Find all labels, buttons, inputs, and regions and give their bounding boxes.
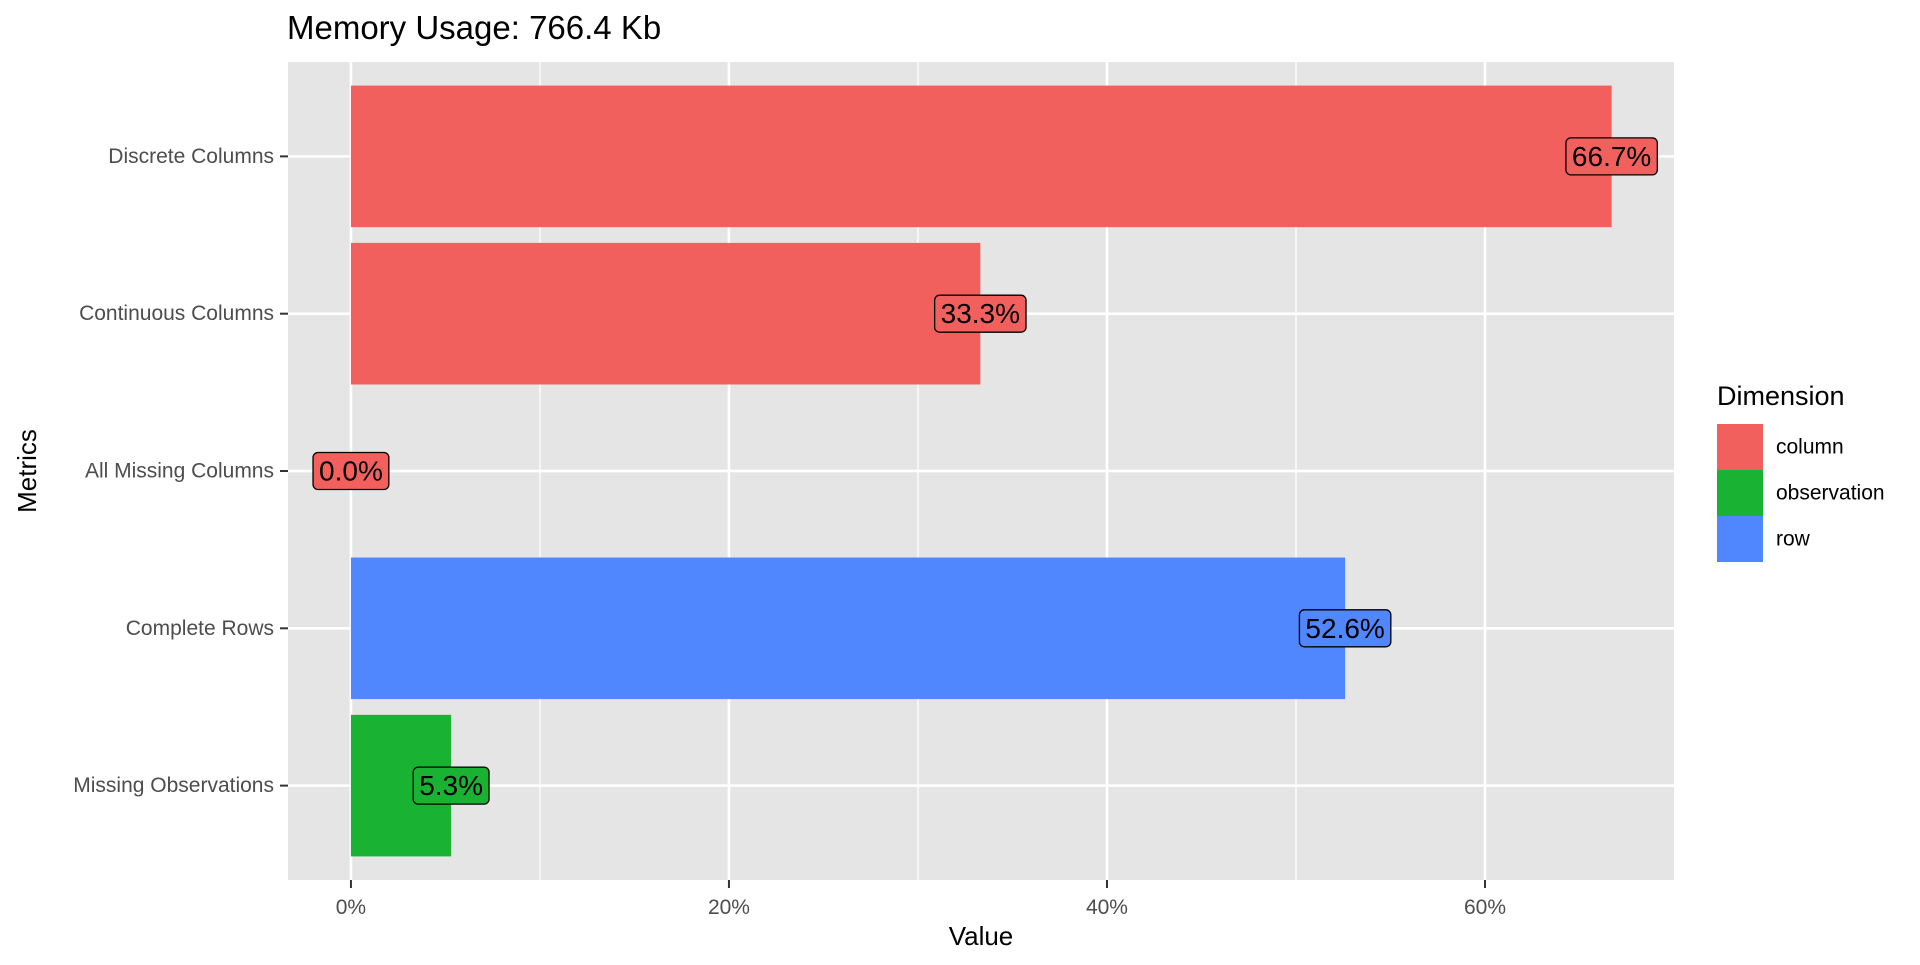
data-label-text: 52.6% <box>1305 613 1384 644</box>
legend-items: column observation row <box>1717 424 1885 562</box>
bars <box>350 85 1612 857</box>
x-axis: 0% 20% 40% 60% <box>336 880 1506 919</box>
data-label-box <box>1298 609 1392 648</box>
data-label: 5.3% <box>412 766 490 805</box>
legend-swatch <box>1717 424 1763 470</box>
legend-title: Dimension <box>1717 381 1845 411</box>
data-label-text: 5.3% <box>419 770 483 801</box>
data-label: 33.3% <box>933 294 1027 333</box>
x-tick-label: 20% <box>708 896 750 919</box>
data-labels: 66.7% 33.3% 0.0% 52.6% 5.3% <box>312 137 1658 805</box>
chart-title: Memory Usage: 766.4 Kb <box>287 9 661 46</box>
bar <box>350 85 1612 228</box>
legend-swatch <box>1717 516 1763 562</box>
data-label-box <box>412 766 490 805</box>
data-label-box <box>933 294 1027 333</box>
legend-swatch <box>1717 470 1763 516</box>
bar <box>350 557 1346 700</box>
y-tick-label: Complete Rows <box>126 617 274 640</box>
data-label: 0.0% <box>312 451 390 491</box>
legend-label: column <box>1776 436 1844 459</box>
y-tick-label: Discrete Columns <box>108 145 274 168</box>
x-tick-label: 0% <box>336 896 366 919</box>
bar <box>350 242 981 385</box>
data-label: 52.6% <box>1298 609 1392 648</box>
y-axis: Discrete Columns Continuous Columns All Mi… <box>73 145 288 797</box>
legend-label: row <box>1776 528 1811 551</box>
legend: Dimension column observation row <box>1717 381 1885 562</box>
y-tick-label: Continuous Columns <box>79 302 274 325</box>
y-tick-label: Missing Observations <box>73 774 274 797</box>
legend-label: observation <box>1776 482 1885 505</box>
y-tick-label: All Missing Columns <box>85 460 274 483</box>
y-axis-title: Metrics <box>12 429 42 513</box>
data-label-box <box>312 451 390 491</box>
data-label: 66.7% <box>1565 137 1658 176</box>
data-label-text: 0.0% <box>319 456 383 487</box>
data-label-text: 66.7% <box>1572 141 1651 172</box>
data-label-box <box>1565 137 1658 176</box>
x-tick-label: 40% <box>1086 896 1128 919</box>
x-axis-title: Value <box>949 921 1014 951</box>
data-label-text: 33.3% <box>941 298 1020 329</box>
x-tick-label: 60% <box>1464 896 1506 919</box>
